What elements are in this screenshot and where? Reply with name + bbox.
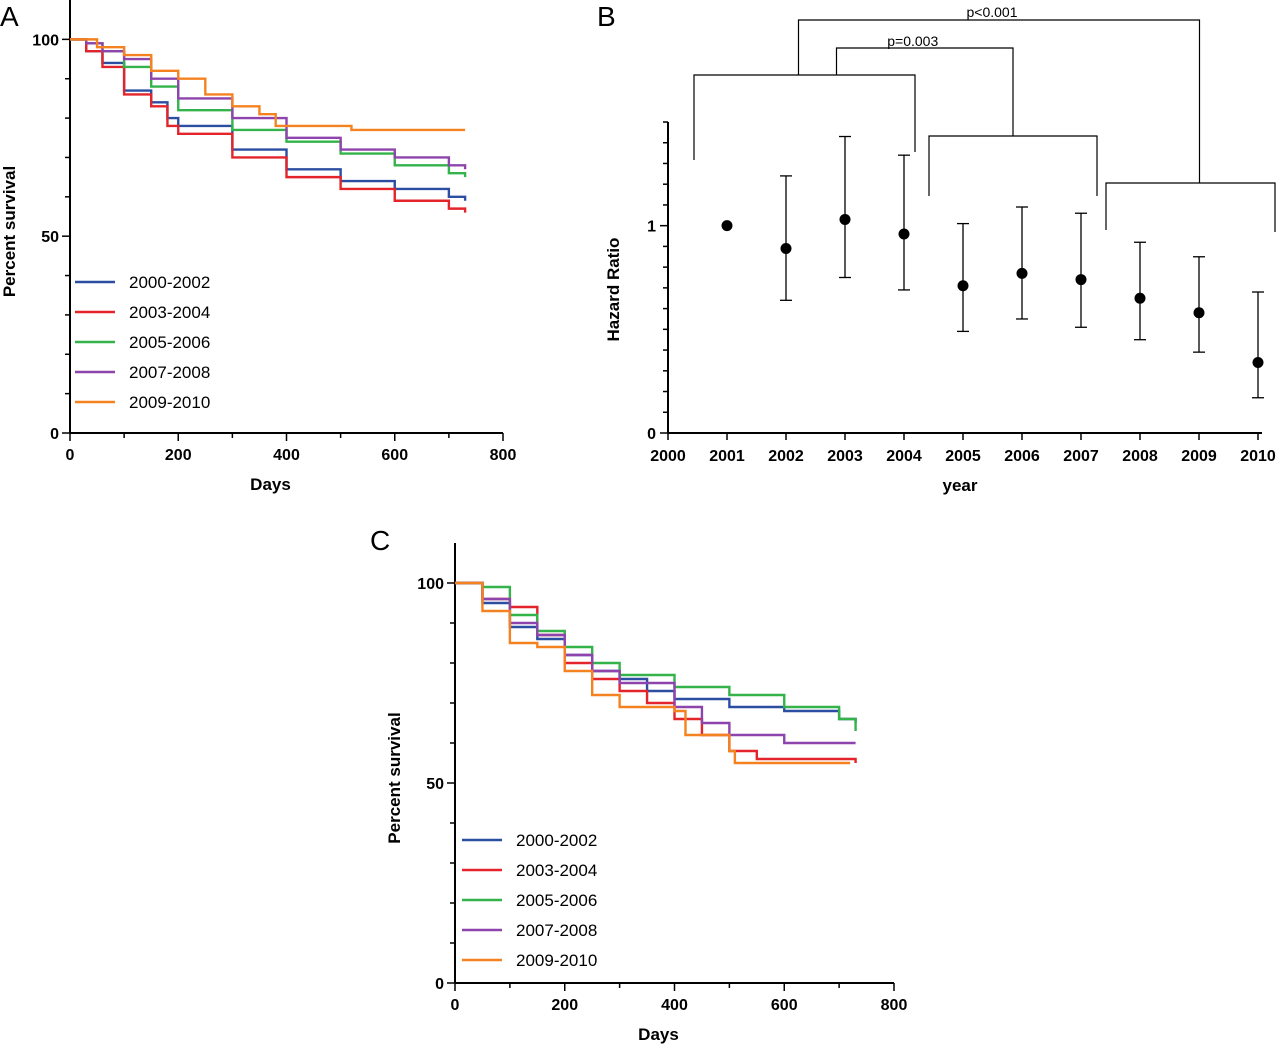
x-tick-label: 2002 [768,448,804,465]
y-tick-label: 50 [426,776,444,793]
series-line-2005-2006 [455,581,857,731]
x-tick-label: 2010 [1240,448,1276,465]
legend-label: 2007-2008 [516,921,597,940]
x-tick-label: 800 [490,447,517,464]
data-point-2004 [898,228,910,240]
x-tick-label: 800 [881,997,908,1014]
x-tick-label: 400 [661,997,688,1014]
y-tick-label: 100 [32,32,59,49]
x-tick-label: 2004 [886,448,922,465]
legend-label: 2009-2010 [516,951,597,970]
x-tick-label: 2003 [827,448,863,465]
bracket-group-3 [1105,182,1276,232]
y-axis-label: Percent survival [385,712,404,843]
y-tick-label: 0 [647,426,656,443]
x-tick-label: 0 [66,447,75,464]
sig-label-p001: p<0.001 [967,4,1018,20]
legend-label: 2009-2010 [129,393,210,412]
panel-letter: A [0,1,19,32]
y-tick-label: 1 [647,219,656,236]
y-axis-label: Percent survival [0,166,19,297]
legend-label: 2007-2008 [129,363,210,382]
data-point-2002 [780,242,792,254]
data-point-2005 [957,280,969,292]
x-tick-label: 2007 [1063,448,1099,465]
x-tick-label: 0 [451,997,460,1014]
x-tick-label: 200 [165,447,192,464]
sig-label-p003: p=0.003 [887,33,938,49]
y-tick-label: 0 [50,426,59,443]
legend-label: 2005-2006 [516,891,597,910]
legend-label: 2000-2002 [516,831,597,850]
panel-letter: B [597,1,616,32]
bracket-group-1 [693,74,916,160]
data-point-2009 [1193,307,1205,319]
bracket-group-2 [928,135,1098,196]
x-tick-label: 2006 [1004,448,1040,465]
legend-label: 2003-2004 [129,303,210,322]
y-tick-label: 0 [435,976,444,993]
x-tick-label: 600 [381,447,408,464]
y-tick-label: 50 [41,229,59,246]
data-point-2010 [1252,357,1264,369]
x-axis-label: year [943,476,978,495]
data-point-2007 [1075,274,1087,286]
series-line-2009-2010 [455,581,851,765]
panel-b: B 0 1 2000 2001 2002 2003 2004 2005 2006 2007 2008 2… [597,1,1276,495]
series-line-2003-2004 [455,581,857,763]
x-tick-label: 2005 [945,448,981,465]
series-line-2000-2002 [70,38,467,201]
x-axis-label: Days [638,1025,679,1044]
data-point-2008 [1134,292,1146,304]
y-tick-label: 100 [417,576,444,593]
x-tick-label: 2008 [1122,448,1158,465]
x-tick-label: 2001 [709,448,745,465]
series-line-2003-2004 [70,38,467,213]
legend-label: 2000-2002 [129,273,210,292]
series-line-2009-2010 [70,38,466,132]
x-axis-label: Days [250,475,291,494]
panel-letter: C [370,525,390,556]
panel-a: A 0 50 100 0 200 400 600 800 Days Percent survival… [0,0,516,494]
x-tick-label: 2009 [1181,448,1217,465]
y-axis-label: Hazard Ratio [604,238,623,342]
legend-label: 2005-2006 [129,333,210,352]
legend-label: 2003-2004 [516,861,597,880]
sig-bracket-p001 [797,19,1201,183]
x-tick-label: 200 [551,997,578,1014]
panel-c: C 0 50 100 0 200 400 600 800 Days Percent survival… [370,525,907,1044]
x-tick-label: 400 [273,447,300,464]
data-point-2001 [721,220,733,232]
data-point-2006 [1016,267,1028,279]
x-tick-label: 600 [771,997,798,1014]
data-point-2003 [839,213,851,225]
x-tick-label: 2000 [650,448,686,465]
sig-bracket-p003 [835,47,1014,136]
